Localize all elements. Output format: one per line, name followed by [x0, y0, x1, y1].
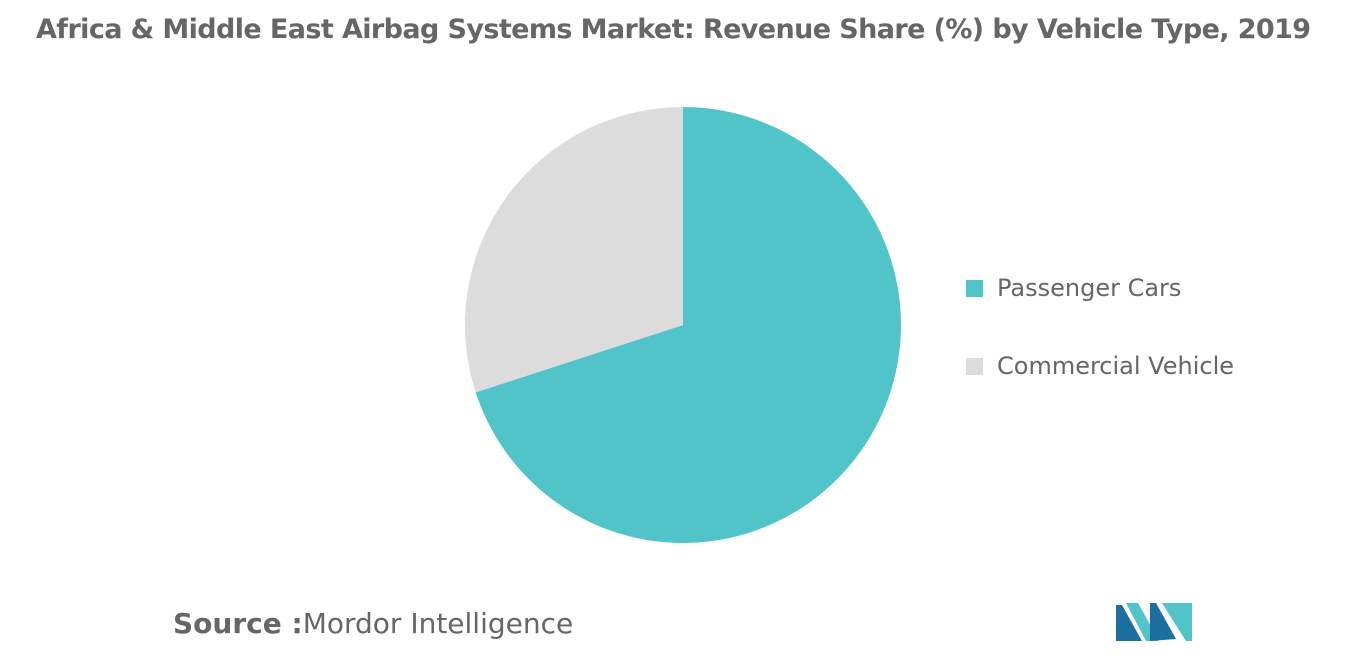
logo-shape-right-b	[1162, 603, 1192, 641]
pie-slice-passenger-cars	[475, 107, 901, 543]
legend-label: Passenger Cars	[997, 274, 1182, 302]
chart-title: Africa & Middle East Airbag Systems Mark…	[36, 14, 1311, 45]
pie-slices	[464, 107, 901, 543]
source-prefix: Source :	[173, 607, 303, 640]
mordor-intelligence-logo-icon	[1116, 603, 1192, 641]
legend-label: Commercial Vehicle	[997, 352, 1234, 380]
legend-swatch-passenger-cars	[966, 279, 983, 297]
legend-item-commercial-vehicle: Commercial Vehicle	[966, 348, 1234, 384]
source-note: Source :Mordor Intelligence	[173, 607, 573, 640]
source-text: Mordor Intelligence	[302, 607, 574, 640]
logo-shape-left	[1116, 605, 1142, 641]
legend-swatch-commercial-vehicle	[966, 357, 983, 375]
pie-slice-commercial-vehicle	[464, 107, 683, 393]
legend-item-passenger-cars: Passenger Cars	[966, 270, 1234, 306]
logo-shape-right-a	[1150, 603, 1176, 641]
chart-legend: Passenger Cars Commercial Vehicle	[966, 270, 1234, 426]
